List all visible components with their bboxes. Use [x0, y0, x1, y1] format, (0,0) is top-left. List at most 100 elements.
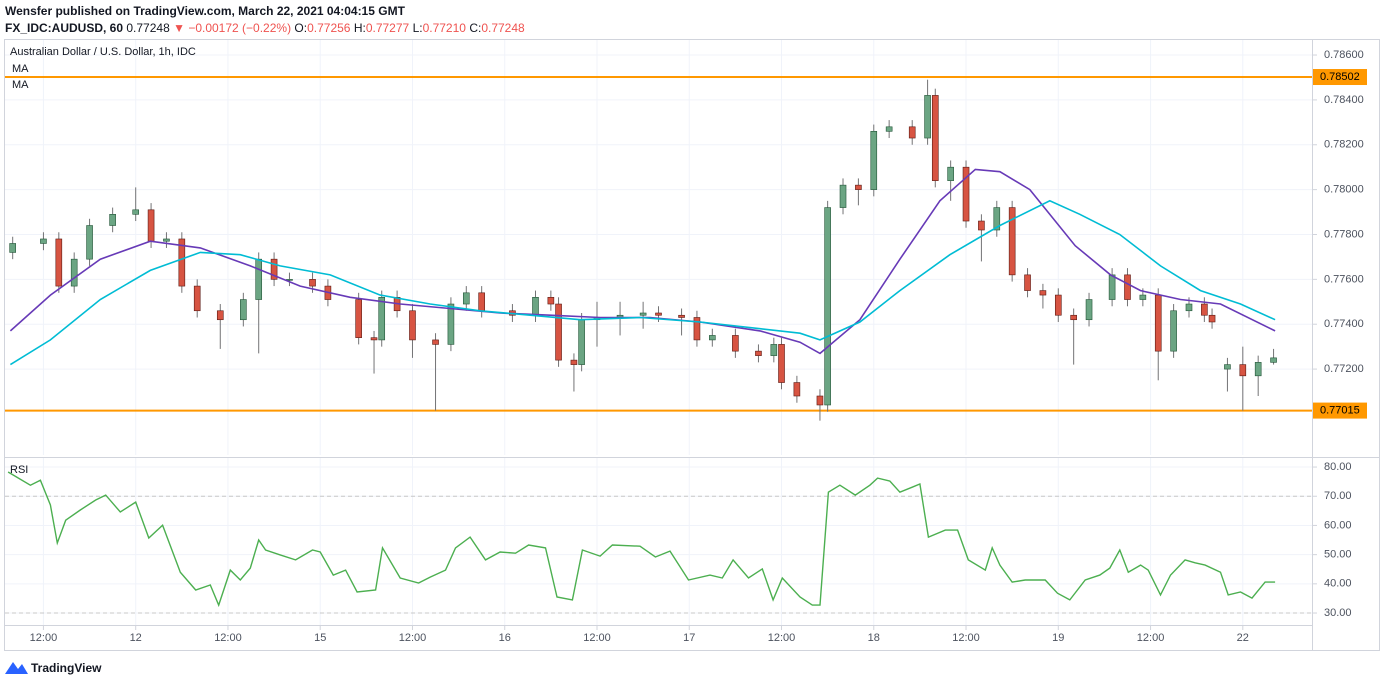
candle-body [570, 359, 578, 365]
x-tick-label: 22 [1237, 632, 1249, 644]
ohlc-value: 0.77248 [481, 21, 525, 35]
candle-body [732, 335, 739, 352]
candle-body [655, 312, 662, 316]
candle-body [378, 296, 386, 341]
y-tick-label: 70.00 [1324, 490, 1352, 502]
header: Wensfer published on TradingView.com, Ma… [5, 3, 525, 37]
candle-body [908, 126, 916, 139]
candle-body [870, 131, 878, 190]
candle-body [555, 303, 562, 361]
y-tick-label: 0.77600 [1324, 273, 1364, 285]
candle-body [1154, 294, 1162, 352]
x-tick-label: 12:00 [583, 632, 611, 644]
candle-body [309, 279, 316, 287]
candle-body [1239, 364, 1247, 377]
y-tick-label: 60.00 [1324, 519, 1352, 531]
pane-title: RSI [10, 464, 28, 476]
legend-label: MA [12, 79, 29, 91]
x-tick-label: 16 [499, 632, 511, 644]
moving-average [9, 168, 1276, 355]
candle-body [709, 335, 716, 341]
candle-body [793, 382, 801, 397]
logo: TradingView [5, 661, 102, 675]
logo-text: TradingView [31, 661, 102, 675]
ohlc-value: 0.77210 [422, 21, 466, 35]
logo-icon [5, 662, 28, 674]
candle-body [755, 350, 762, 356]
y-tick-label: 50.00 [1324, 549, 1352, 561]
x-tick-label: 18 [868, 632, 880, 644]
candle-body [109, 214, 116, 226]
candle-body [993, 207, 1001, 231]
candle-body [193, 285, 201, 312]
candle-body [816, 395, 824, 406]
candle-body [178, 238, 186, 287]
candle-body [432, 339, 439, 345]
y-tick-label: 80.00 [1324, 461, 1352, 473]
candle-body [1070, 314, 1077, 321]
candle-body [770, 344, 778, 356]
x-tick-label: 12:00 [1137, 632, 1165, 644]
x-tick-label: 19 [1052, 632, 1064, 644]
ohlc-key: O: [294, 21, 308, 35]
candle-body [9, 243, 16, 253]
candle-body [1124, 274, 1131, 300]
y-tick-label: 0.77800 [1324, 228, 1364, 240]
candle-body [839, 184, 847, 208]
candle-body [370, 337, 378, 341]
y-tick-label: 0.78200 [1324, 139, 1364, 151]
candle-body [147, 209, 155, 242]
candle-body [1170, 310, 1177, 352]
candle-body [947, 166, 954, 181]
ohlc-key: L: [412, 21, 423, 35]
candle-body [855, 184, 862, 190]
candle-body [978, 220, 985, 231]
symbol-line: FX_IDC:AUDUSD, 60 0.77248 ▼ −0.00172 (−0… [5, 20, 525, 37]
candle-body [778, 344, 785, 383]
candle-body [240, 299, 247, 321]
symbol: FX_IDC:AUDUSD, 60 [5, 21, 124, 35]
candle-body [1054, 294, 1062, 316]
y-tick-label: 0.77400 [1324, 318, 1364, 330]
publish-line: Wensfer published on TradingView.com, Ma… [5, 3, 525, 20]
horizontal-line-label-bg [1313, 69, 1367, 86]
candle-body [163, 238, 170, 242]
candle-body [931, 95, 939, 181]
last-price: 0.77248 [126, 21, 170, 35]
moving-average [9, 199, 1276, 366]
candle-body [1024, 274, 1031, 291]
candle-body [447, 303, 455, 345]
y-tick-label: 0.77200 [1324, 363, 1364, 375]
candle-body [132, 209, 139, 215]
candle-body [1254, 362, 1262, 377]
ohlc-key: C: [469, 21, 482, 35]
y-tick-label: 0.78400 [1324, 94, 1364, 106]
horizontal-line-label-bg [1313, 402, 1367, 419]
candle-body [885, 126, 893, 132]
candle-body [1139, 294, 1147, 300]
x-tick-label: 12 [130, 632, 142, 644]
candle-body [578, 319, 585, 365]
rsi-line [7, 471, 1276, 608]
candle-body [1201, 303, 1208, 316]
x-tick-label: 17 [683, 632, 695, 644]
candle-body [639, 312, 647, 316]
grid [5, 40, 1312, 625]
candle-body [1208, 314, 1216, 323]
candle-body [547, 296, 555, 305]
ohlc-key: H: [353, 21, 366, 35]
candle-body [1008, 207, 1016, 276]
candle-body [1224, 364, 1231, 370]
ohlc-value: 0.77277 [365, 21, 410, 35]
candle-body [55, 238, 63, 287]
candle-body [678, 314, 685, 318]
x-tick-label: 15 [314, 632, 326, 644]
candle-body [270, 258, 278, 280]
x-tick-label: 12:00 [768, 632, 796, 644]
y-tick-label: 0.78000 [1324, 184, 1364, 196]
candle-body [409, 310, 416, 341]
candle-body [40, 238, 47, 244]
x-tick-label: 12:00 [399, 632, 427, 644]
